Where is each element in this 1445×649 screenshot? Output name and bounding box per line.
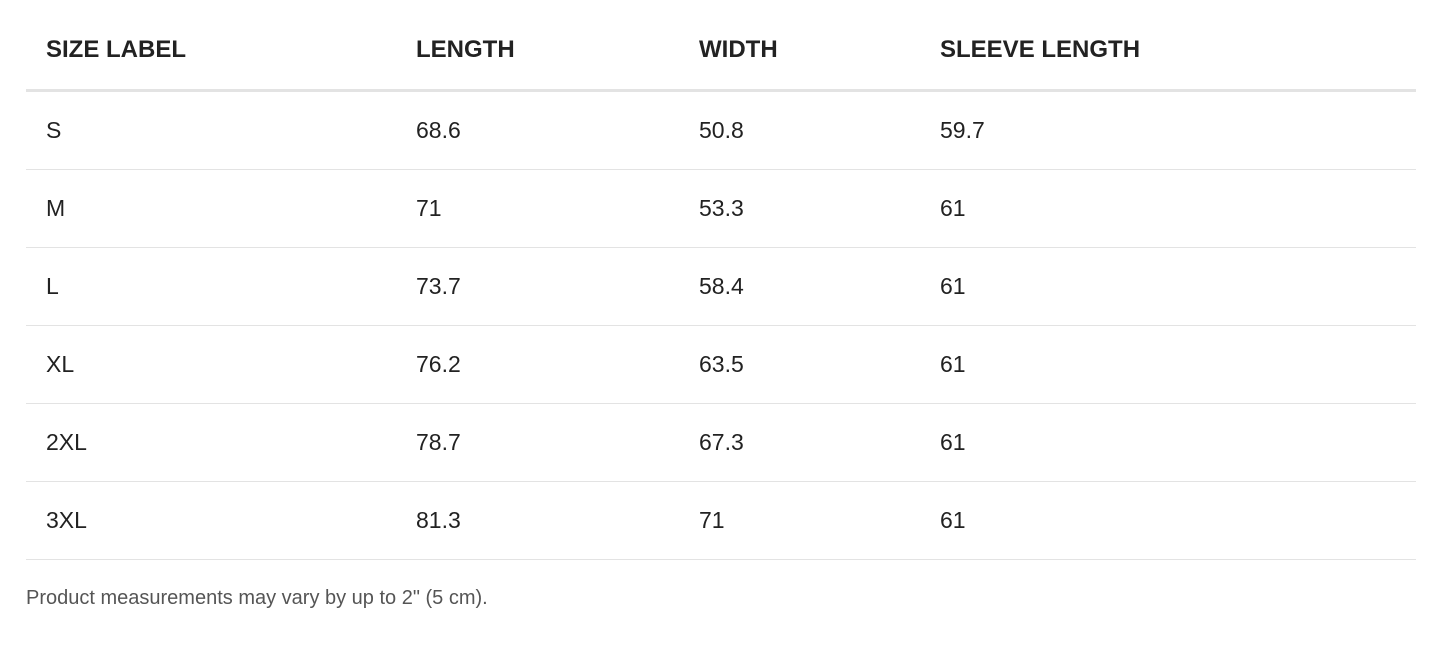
table-cell: XL [46, 351, 75, 377]
table-row: L 73.7 58.4 61 [26, 248, 1416, 326]
column-header: SLEEVE LENGTH [940, 35, 1141, 63]
table-cell: M [46, 195, 66, 221]
table-cell: 63.5 [699, 351, 744, 377]
table-cell: 73.7 [416, 273, 461, 299]
table-cell: L [46, 273, 59, 299]
table-row: 3XL 81.3 71 61 [26, 482, 1416, 560]
table-cell: 50.8 [699, 117, 744, 143]
table-cell: 71 [416, 195, 442, 221]
table-cell: S [46, 117, 62, 143]
table-cell: 61 [940, 351, 966, 377]
table-cell: 53.3 [699, 195, 744, 221]
table-cell: 58.4 [699, 273, 744, 299]
table-cell: 61 [940, 429, 966, 455]
table-row: XL 76.2 63.5 61 [26, 326, 1416, 404]
table-cell: 68.6 [416, 117, 461, 143]
table-header: SIZE LABEL LENGTH WIDTH SLEEVE LENGTH [26, 0, 1416, 92]
table-cell: 61 [940, 195, 966, 221]
table-row: 2XL 78.7 67.3 61 [26, 404, 1416, 482]
table-cell: 61 [940, 273, 966, 299]
table-row: S 68.6 50.8 59.7 [26, 92, 1416, 170]
table-cell: 61 [940, 507, 966, 533]
column-header: SIZE LABEL [46, 35, 187, 63]
column-header: LENGTH [416, 35, 515, 63]
table-cell: 59.7 [940, 117, 985, 143]
table-cell: 67.3 [699, 429, 744, 455]
table-row: M 71 53.3 61 [26, 170, 1416, 248]
measurement-note: Product measurements may vary by up to 2… [26, 587, 488, 609]
table-cell: 81.3 [416, 507, 461, 533]
column-header: WIDTH [699, 35, 778, 63]
table-cell: 76.2 [416, 351, 461, 377]
table-cell: 71 [699, 507, 725, 533]
table-cell: 3XL [46, 507, 87, 533]
table-cell: 78.7 [416, 429, 461, 455]
table-cell: 2XL [46, 429, 87, 455]
size-chart-table: SIZE LABEL LENGTH WIDTH SLEEVE LENGTH S 68.6… [26, 0, 1416, 560]
